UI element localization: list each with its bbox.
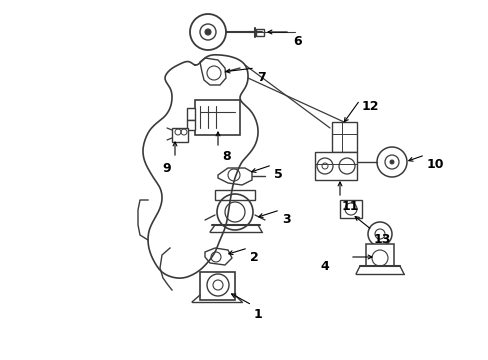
Text: 5: 5 bbox=[273, 168, 282, 181]
Text: 4: 4 bbox=[319, 260, 328, 273]
Bar bbox=[186, 108, 195, 120]
Polygon shape bbox=[204, 248, 231, 265]
Polygon shape bbox=[200, 58, 225, 85]
Text: 12: 12 bbox=[361, 100, 379, 113]
Bar bbox=[314, 152, 356, 180]
Bar bbox=[200, 272, 235, 300]
Bar bbox=[339, 200, 361, 218]
Bar bbox=[331, 122, 356, 152]
Text: 11: 11 bbox=[341, 200, 359, 213]
Bar bbox=[256, 29, 264, 36]
Text: 2: 2 bbox=[249, 251, 258, 264]
Circle shape bbox=[389, 160, 393, 164]
Bar bbox=[172, 128, 187, 142]
Text: 1: 1 bbox=[253, 308, 262, 321]
Bar bbox=[186, 120, 195, 130]
Text: 13: 13 bbox=[373, 233, 390, 246]
Text: 9: 9 bbox=[162, 162, 170, 175]
Bar bbox=[195, 100, 240, 135]
Bar bbox=[365, 244, 393, 266]
Text: 3: 3 bbox=[282, 213, 290, 226]
Text: 6: 6 bbox=[292, 35, 301, 48]
Text: 8: 8 bbox=[222, 150, 230, 163]
Text: 10: 10 bbox=[426, 158, 444, 171]
Bar bbox=[215, 190, 254, 200]
Text: 7: 7 bbox=[257, 71, 265, 84]
Circle shape bbox=[204, 29, 210, 35]
Polygon shape bbox=[218, 168, 251, 185]
